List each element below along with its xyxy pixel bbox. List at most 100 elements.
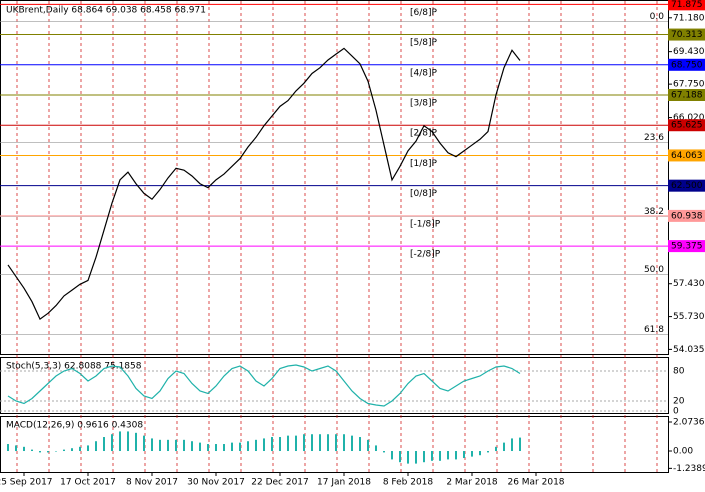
macd-bar	[415, 451, 417, 464]
price-label: 62.500	[671, 181, 703, 191]
price-box	[668, 179, 705, 192]
macd-bar	[23, 446, 25, 452]
macd-bar	[231, 442, 233, 452]
macd-bar	[503, 442, 505, 452]
level-label: [5/8]P	[410, 38, 438, 48]
chart-title: UKBrent,Daily 68.864 69.038 68.458 68.97…	[6, 6, 206, 16]
price-box	[668, 209, 705, 222]
stoch-panel	[0, 357, 669, 414]
macd-bar	[151, 438, 153, 452]
level-label: [2/8]P	[410, 129, 438, 139]
price-box	[668, 149, 705, 162]
macd-bar	[375, 445, 377, 452]
macd-bar	[247, 441, 249, 452]
y-tick-label: 66.020	[673, 113, 705, 123]
y-tick-label: 55.730	[673, 312, 705, 322]
vertical-grid	[16, 1, 658, 472]
macd-bar	[223, 444, 225, 452]
macd-bar	[519, 437, 521, 452]
fibo-label: 50.0	[644, 265, 664, 275]
price-label: 68.750	[671, 60, 703, 70]
fibo-label: 38.2	[644, 207, 664, 217]
level-label: [3/8]P	[410, 99, 438, 109]
macd-bar	[511, 438, 513, 452]
macd-bar	[319, 434, 321, 452]
macd-tick-label: 2.0736	[673, 418, 705, 428]
macd-bar	[407, 451, 409, 464]
macd-bar	[455, 451, 457, 460]
price-label: 64.063	[671, 151, 703, 161]
x-tick-label: 2 Mar 2018	[446, 478, 498, 488]
macd-bar	[359, 437, 361, 452]
price-line	[7, 47, 521, 321]
x-tick-label: 26 Mar 2018	[507, 478, 564, 488]
x-tick-label: 8 Nov 2017	[126, 478, 178, 488]
price-label: 59.375	[671, 242, 703, 252]
level-label: [-1/8]P	[410, 219, 441, 229]
macd-bar	[263, 438, 265, 452]
macd-bar	[295, 435, 297, 452]
macd-bar	[439, 451, 441, 461]
macd-bar	[15, 445, 17, 452]
macd-bar	[119, 431, 121, 452]
macd-bar	[103, 437, 105, 452]
macd-bar	[343, 434, 345, 452]
macd-bar	[31, 449, 33, 452]
price-box	[668, 28, 705, 41]
macd-bar	[303, 434, 305, 452]
macd-bar	[7, 444, 9, 452]
macd-bar	[287, 435, 289, 452]
price-label: 65.625	[671, 121, 703, 131]
price-box	[668, 240, 705, 253]
macd-bar	[79, 446, 81, 452]
stoch-tick-label: 80	[673, 367, 685, 377]
macd-bar	[327, 434, 329, 452]
price-label: 71.875	[671, 0, 703, 10]
x-tick-label: 8 Feb 2018	[383, 478, 434, 488]
fibo-label: 61.8	[644, 325, 664, 335]
macd-bar	[215, 444, 217, 452]
macd-bar	[391, 451, 393, 460]
macd-bar	[207, 444, 209, 452]
macd-bar	[311, 434, 313, 452]
macd-bar	[159, 439, 161, 452]
stoch-label: Stoch(5,3,3) 62.8088 75.1858	[6, 362, 142, 372]
x-tick-label: 17 Oct 2017	[60, 478, 116, 488]
macd-bar	[135, 432, 137, 452]
macd-tick-label: -1.2389	[673, 464, 705, 474]
fibo-label: 0.0	[650, 12, 665, 22]
macd-bar	[127, 431, 129, 452]
y-tick-label: 67.750	[673, 80, 705, 90]
macd-bar	[279, 437, 281, 452]
macd-bar	[479, 451, 481, 456]
price-box	[668, 0, 705, 11]
x-tick-label: 30 Nov 2017	[187, 478, 245, 488]
y-tick-label: 69.430	[673, 47, 705, 57]
macd-bar	[167, 439, 169, 452]
macd-bar	[399, 451, 401, 463]
price-box	[668, 119, 705, 132]
macd-label: MACD(12,26,9) 0.9616 0.4308	[6, 421, 143, 431]
y-tick-label: 57.430	[673, 279, 705, 289]
macd-bar	[71, 448, 73, 452]
macd-panel	[0, 416, 669, 473]
macd-tick-label: 0.00	[673, 447, 693, 457]
macd-bar	[87, 445, 89, 452]
level-label: [-2/8]P	[410, 250, 441, 260]
macd-bar	[183, 439, 185, 452]
macd-bar	[495, 446, 497, 452]
level-label: [0/8]P	[410, 189, 438, 199]
macd-bar	[463, 451, 465, 459]
macd-bar	[487, 451, 489, 453]
level-label: [4/8]P	[410, 68, 438, 78]
price-label: 60.938	[671, 211, 703, 221]
macd-bar	[175, 439, 177, 452]
stoch-line	[7, 364, 521, 407]
macd-bar	[191, 441, 193, 452]
macd-bar	[423, 451, 425, 463]
main-panel	[0, 0, 669, 355]
stoch-tick-label: 20	[673, 397, 685, 407]
level-label: [1/8]P	[410, 159, 438, 169]
macd-bar	[271, 437, 273, 452]
macd-bar	[431, 451, 433, 461]
